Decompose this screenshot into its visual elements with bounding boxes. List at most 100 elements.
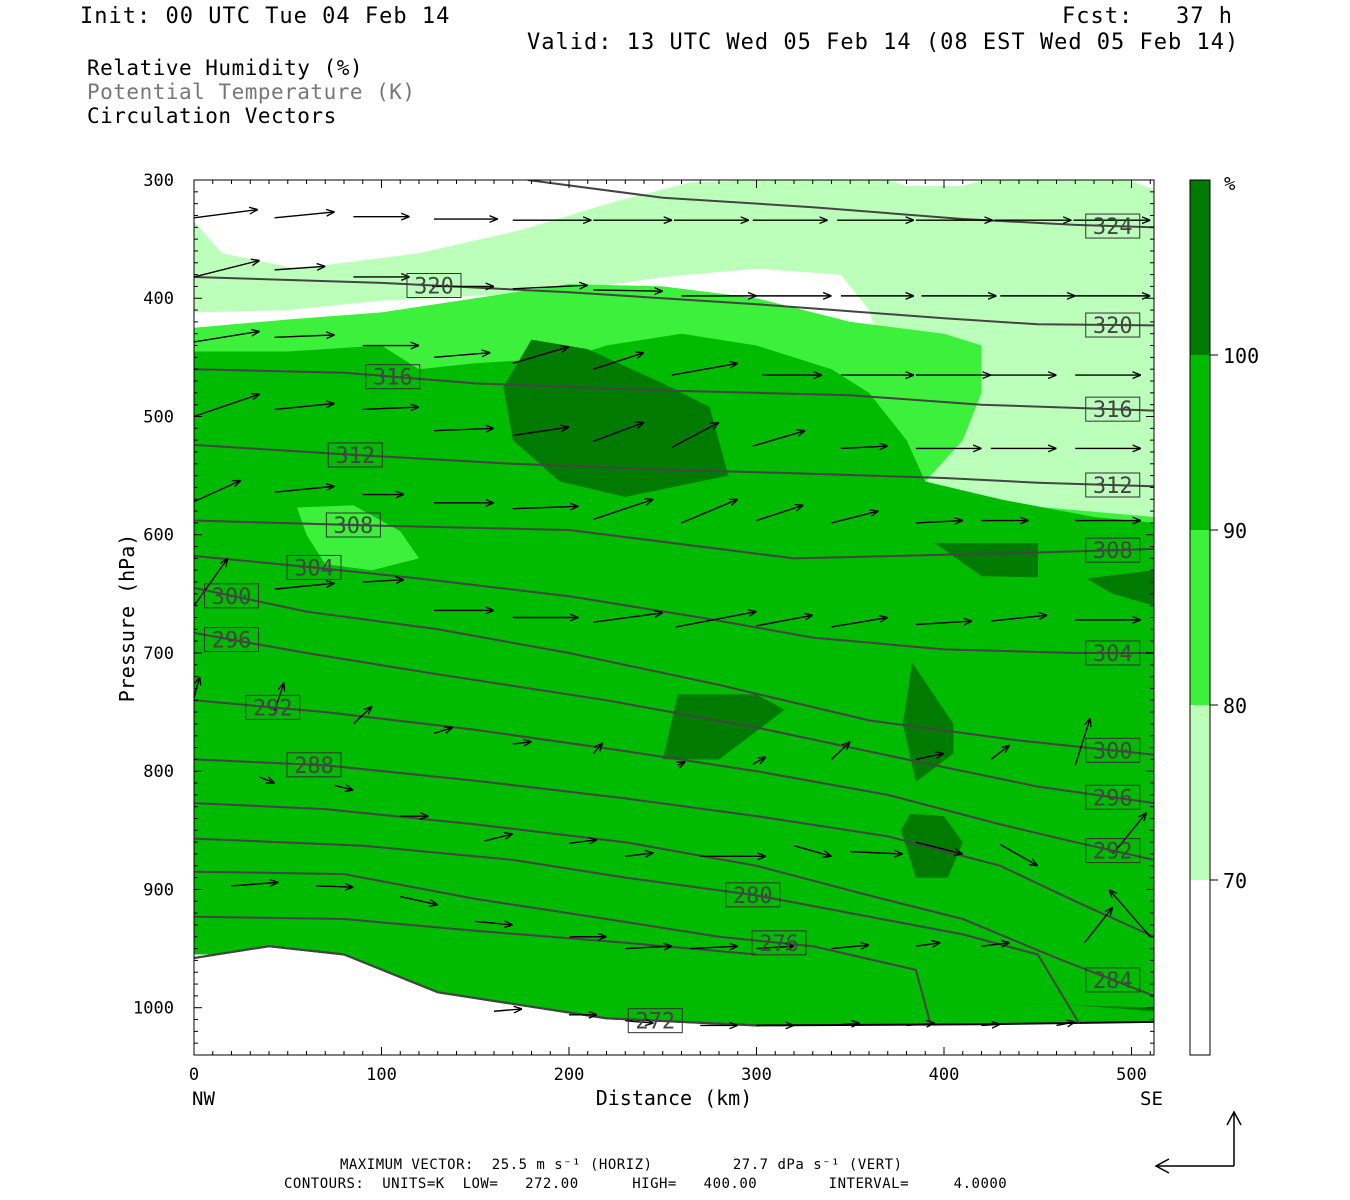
contour-label: 304 [286,554,342,581]
circulation-vector [1084,907,1113,944]
contour-label-text: 312 [335,444,375,469]
contour-label-text: 320 [1093,314,1133,339]
circulation-vector [625,1021,653,1023]
circulation-vector [493,1009,522,1011]
contour-label-box [245,694,301,720]
contour-label-box [1085,396,1141,422]
circulation-vector [752,431,806,447]
circulation-vector [194,677,200,699]
terrain-mask [194,946,1154,1055]
contour-label-box [1085,213,1141,239]
circulation-vector [274,212,335,219]
theta-contour [194,699,1154,861]
circulation-vector [793,845,832,857]
x-tick-label: 400 [929,1065,960,1085]
contour-label: 280 [725,882,781,909]
circulation-vector [194,558,228,607]
colorbar-level-label: 90 [1223,519,1247,543]
contour-label: 316 [1085,396,1141,423]
contour-label: 300 [204,583,259,610]
contour-label: 320 [406,273,462,300]
theta-contour [194,586,1154,756]
contour-label: 308 [1085,537,1141,564]
circulation-vector [400,895,438,905]
contour-label-text: 304 [294,556,334,581]
circulation-vector [593,353,644,370]
circulation-vector [981,1024,1001,1025]
circulation-vector [568,840,597,844]
rh-region-100+ [1086,570,1154,606]
circulation-vector [831,511,879,524]
circulation-vector [690,946,738,948]
circulation-vector [274,403,335,411]
contour-label-text: 308 [334,514,374,539]
legend-vectors: Circulation Vectors [87,104,337,128]
contour-label: 324 [1085,213,1141,240]
circulation-vector [475,921,513,925]
x-tick-label: 0 [189,1065,199,1085]
circulation-vector [831,1023,860,1025]
y-tick-label: 900 [143,880,174,900]
contour-label-box [1085,537,1141,563]
reference-vector-arrow [1154,1110,1242,1174]
x-tick-label: 100 [366,1065,397,1085]
contour-label: 300 [1085,737,1141,764]
circulation-vector [840,446,888,448]
circulation-vector [756,946,795,948]
rh-region-100+ [934,543,1038,578]
contour-label: 288 [286,752,342,779]
circulation-vector [362,580,404,582]
forecast-hour: Fcst: 37 h [1062,4,1233,29]
y-tick-label: 700 [143,644,174,664]
rh-region-100+ [662,694,785,760]
contour-label-box [204,627,259,653]
circulation-vector [981,943,1010,947]
theta-contour [194,837,1080,1024]
circulation-vector [1056,1022,1076,1026]
theta-contour [194,555,1154,654]
contour-label: 320 [1085,312,1141,339]
circulation-vector [593,422,644,442]
contour-label-text: 312 [1093,474,1133,499]
contour-label: 312 [1085,472,1141,499]
circulation-vector [512,506,579,508]
colorbar-segment [1190,880,1210,1055]
colorbar-segment [1190,705,1210,880]
circulation-vector [433,353,490,359]
contour-label-box [1085,967,1141,993]
contour-label: 308 [325,512,381,539]
contour-label: 272 [627,1008,683,1035]
legend-theta: Potential Temperature (K) [87,80,416,104]
y-axis-label: Pressure (hPa) [115,534,139,703]
y-tick-label: 600 [143,526,174,546]
circulation-vector [756,615,813,627]
valid-time: Valid: 13 UTC Wed 05 Feb 14 (08 EST Wed … [527,30,1240,55]
contour-label-box [204,583,259,609]
colorbar-segment [1190,180,1210,355]
circulation-vector [274,335,335,337]
contour-label-text: 284 [1093,969,1133,994]
contour-label-text: 292 [1093,840,1133,865]
colorbar-level-label: 80 [1223,694,1247,718]
circulation-vector [273,683,284,712]
contour-label-box [327,442,383,468]
circulation-vector [672,363,738,376]
contour-label-box [325,512,381,538]
y-tick-label: 500 [143,407,174,427]
circulation-vector [194,210,258,219]
contour-label-text: 316 [1093,398,1133,423]
y-tick-label: 300 [143,171,174,191]
theta-contour [194,368,1154,412]
contour-label: 292 [245,694,301,721]
contour-label-box [1085,838,1141,864]
contour-label: 304 [1085,640,1141,667]
contour-label-box [286,752,342,778]
circulation-vector [512,285,588,289]
contour-label-box [1085,784,1141,810]
contour-info: CONTOURS: UNITS=K LOW= 272.00 HIGH= 400.… [284,1176,1008,1192]
colorbar-unit: % [1224,173,1236,195]
circulation-vector [194,260,260,278]
x-tick-label: 500 [1116,1065,1147,1085]
circulation-vector [593,499,653,521]
circulation-vector [831,945,870,949]
